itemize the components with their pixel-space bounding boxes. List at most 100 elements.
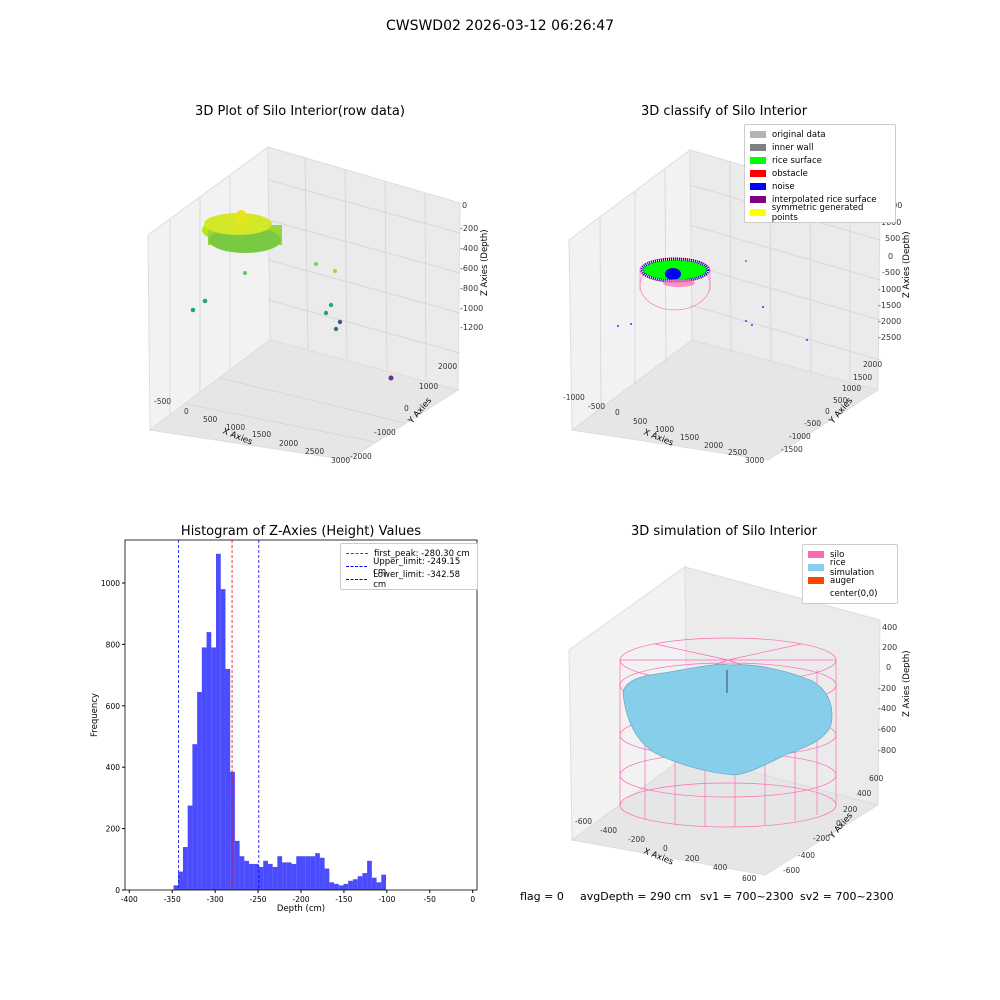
z-tick-label: -800 [460, 284, 478, 293]
y-tick-label: 400 [857, 789, 872, 798]
legend-item: first_peak: -280.30 cm [346, 547, 472, 560]
y-tick-label: 800 [106, 640, 121, 649]
legend-swatch [808, 564, 824, 571]
histogram-y-ticks: 0 200 400 600 800 1000 [101, 579, 125, 895]
panel1-3d-axes: 0 -200 -400 -600 -800 -1000 -1200 Z Axie… [147, 146, 490, 465]
histogram-bar [187, 805, 193, 890]
histogram-bar [324, 868, 330, 890]
legend-label: inner wall [772, 142, 814, 153]
histogram-bar [352, 879, 358, 890]
z-tick-label: -200 [460, 224, 478, 233]
legend-item: auger [808, 574, 892, 587]
histogram-bar [211, 647, 217, 890]
legend-label: original data [772, 129, 826, 140]
legend-swatch [750, 131, 766, 138]
panel1-x-ticks: -500 0 500 1000 1500 2000 2500 3000 [154, 397, 350, 465]
flag-text: flag = 0 [520, 890, 564, 903]
legend-label: symmetric generated points [771, 202, 864, 223]
histogram-bar [244, 860, 250, 890]
classified-points [617, 257, 808, 341]
x-tick-label: -500 [154, 397, 171, 406]
histogram-bar [343, 883, 349, 890]
x-tick-label: 0 [663, 844, 668, 853]
legend-swatch [750, 170, 766, 177]
x-tick-label: 2500 [305, 447, 324, 456]
z-tick-label: -200 [878, 684, 896, 693]
y-tick-label: 0 [404, 404, 409, 413]
histogram-x-ticks: -400 -350 -300 -250 -200 -150 -100 -50 0 [121, 890, 475, 904]
panel4-z-ticks: 400 200 0 -200 -400 -600 -800 [878, 623, 897, 755]
histogram-bar [291, 863, 297, 890]
panel4-3d-axes: 400 200 0 -200 -400 -600 -800 Z Axies (D… [568, 566, 910, 883]
legend-label: rice simulation [829, 557, 875, 578]
raw-data-points [190, 210, 394, 381]
histogram-bar [173, 885, 179, 890]
histogram-bar [371, 877, 377, 890]
x-tick-label: -300 [207, 895, 224, 904]
panel4-x-ticks: -600 -400 -200 0 200 400 600 [575, 817, 757, 883]
y-tick-label: 1000 [419, 382, 438, 391]
histogram-bar [258, 866, 264, 890]
legend-swatch [808, 551, 824, 558]
x-tick-label: -400 [600, 826, 617, 835]
x-tick-label: 500 [633, 417, 648, 426]
z-tick-label: -1200 [460, 323, 483, 332]
legend-label: Upper_limit: -249.15 cm [373, 556, 461, 577]
x-tick-label: 0 [470, 895, 475, 904]
y-tick-label: 2000 [438, 362, 457, 371]
legend-swatch [750, 144, 766, 151]
legend-label: obstacle [772, 168, 808, 179]
x-tick-label: -350 [164, 895, 181, 904]
legend-swatch [808, 577, 824, 584]
y-tick-label: 0 [825, 407, 830, 416]
legend-item: silo [808, 548, 892, 561]
histogram-bars [173, 553, 386, 890]
sv1-text: sv1 = 700~2300 [700, 890, 794, 903]
rice-surface [622, 664, 833, 776]
x-tick-label: -200 [292, 895, 309, 904]
histogram-bar [230, 771, 235, 890]
z-tick-label: 0 [888, 252, 893, 261]
z-tick-label: -800 [878, 746, 896, 755]
histogram-bar [239, 856, 245, 890]
histogram-threshold-lines [178, 540, 260, 890]
legend-item: obstacle [750, 167, 890, 180]
panel2-legend: original data inner wall rice surface ob… [744, 124, 896, 223]
panel2-zlabel: Z Axies (Depth) [902, 231, 910, 298]
x-tick-label: 1500 [252, 430, 271, 439]
x-tick-label: 3000 [331, 456, 350, 465]
z-tick-label: -400 [460, 244, 478, 253]
x-tick-label: 0 [615, 408, 620, 417]
y-tick-label: -1500 [781, 445, 803, 454]
histogram-bar [220, 589, 226, 890]
panel4-zlabel: Z Axies (Depth) [902, 650, 910, 717]
y-tick-label: 0 [836, 819, 841, 828]
histogram-bar [201, 647, 207, 890]
legend-line [346, 553, 368, 554]
panel4-y-ticks: 600 400 200 0 -200 -400 -600 [783, 774, 884, 875]
y-tick-label: -200 [813, 834, 830, 843]
histogram-bar [216, 553, 221, 890]
legend-line [346, 579, 368, 580]
histogram-bar [376, 882, 382, 890]
legend-swatch [750, 157, 766, 164]
x-tick-label: -50 [424, 895, 436, 904]
panel1-title: 3D Plot of Silo Interior(row data) [195, 104, 405, 119]
y-tick-label: 1500 [853, 373, 872, 382]
y-tick-label: -600 [783, 866, 800, 875]
x-tick-label: -150 [335, 895, 352, 904]
legend-item: noise [750, 180, 890, 193]
histogram-bar [357, 876, 363, 890]
legend-swatch [750, 183, 766, 190]
x-tick-label: -500 [588, 402, 605, 411]
legend-label: silo [830, 549, 845, 560]
x-tick-label: 600 [742, 874, 757, 883]
legend-item: inner wall [750, 141, 890, 154]
x-tick-label: -600 [575, 817, 592, 826]
histogram-bar [338, 885, 344, 890]
x-tick-label: 400 [713, 863, 728, 872]
legend-swatch [808, 590, 824, 597]
histogram-chart: -400 -350 -300 -250 -200 -150 -100 -50 0 0 200 400… [90, 539, 478, 914]
x-tick-label: 3000 [745, 456, 764, 465]
legend-label: first_peak: -280.30 cm [374, 548, 470, 559]
